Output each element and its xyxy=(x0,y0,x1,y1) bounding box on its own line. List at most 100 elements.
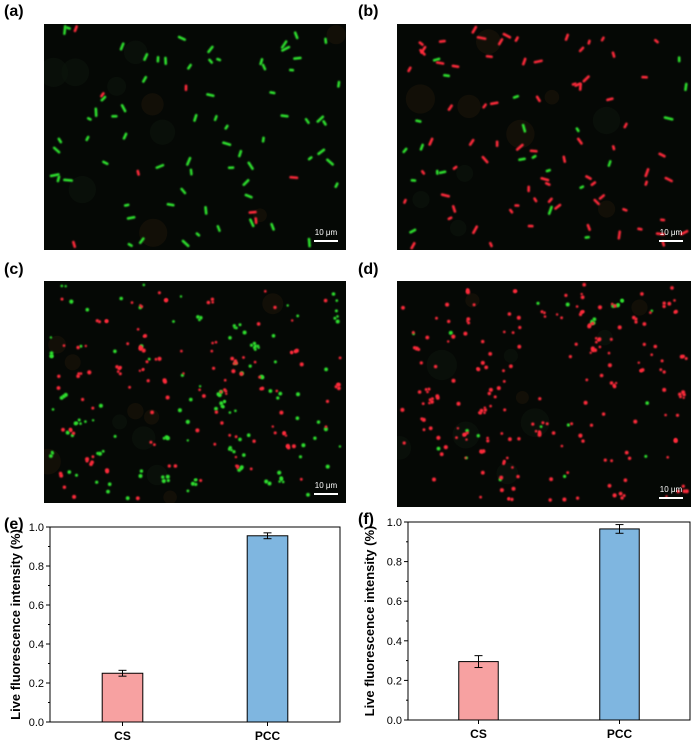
dead-cell xyxy=(284,434,288,437)
dead-cell xyxy=(582,282,586,287)
dead-cell xyxy=(514,289,518,293)
dead-cell xyxy=(433,364,438,369)
dead-cell xyxy=(451,205,457,213)
dead-cell xyxy=(617,230,622,240)
dead-cell xyxy=(402,441,406,445)
background-haze xyxy=(131,426,156,450)
dead-cell xyxy=(115,365,119,369)
panel-label-c: (c) xyxy=(4,261,24,278)
live-cell xyxy=(95,480,99,484)
dead-cell xyxy=(476,35,487,40)
dead-cell xyxy=(564,293,568,297)
live-cell xyxy=(219,401,224,406)
live-cell xyxy=(77,418,81,422)
dead-cell xyxy=(430,400,434,404)
dead-cell xyxy=(510,497,514,502)
live-cell xyxy=(63,178,73,182)
dead-cell xyxy=(581,310,585,314)
live-cell xyxy=(536,301,540,305)
dead-cell xyxy=(61,427,65,432)
live-cell xyxy=(684,82,688,92)
dead-cell xyxy=(585,175,592,181)
live-cell xyxy=(69,299,74,304)
live-cell xyxy=(120,104,127,113)
background-haze xyxy=(598,200,616,218)
dead-cell xyxy=(84,344,87,348)
background-haze xyxy=(139,218,168,247)
live-cell xyxy=(259,58,264,66)
y-tick-label: 0.4 xyxy=(387,636,402,648)
dead-cell xyxy=(503,330,506,334)
dead-cell xyxy=(163,380,167,384)
dead-cell xyxy=(275,389,279,393)
dead-cell xyxy=(118,372,122,376)
cells-c xyxy=(44,283,342,503)
dead-cell xyxy=(637,227,643,231)
dead-cell xyxy=(258,375,261,379)
live-cell xyxy=(271,334,276,338)
y-axis-title: Live fluorescence intensity (%) xyxy=(362,526,377,717)
dead-cell xyxy=(564,33,570,41)
background-haze xyxy=(107,76,127,96)
dead-cell xyxy=(508,437,512,442)
dead-cell xyxy=(675,413,680,417)
dead-cell xyxy=(428,401,431,405)
dead-cell xyxy=(451,334,456,339)
dead-cell xyxy=(664,176,673,183)
dead-cell xyxy=(576,137,583,145)
live-cell xyxy=(663,116,674,121)
dead-cell xyxy=(634,320,638,324)
live-cell xyxy=(531,154,537,159)
dead-cell xyxy=(527,185,531,193)
live-cell xyxy=(206,93,215,98)
dead-cell xyxy=(612,383,616,387)
dead-cell xyxy=(580,292,583,296)
dead-cell xyxy=(422,428,426,432)
dead-cell xyxy=(623,478,628,482)
live-cell xyxy=(264,479,269,484)
dead-cell xyxy=(555,313,559,316)
live-cell xyxy=(84,420,87,423)
dead-cell xyxy=(514,204,520,207)
live-cell xyxy=(51,408,55,411)
dead-cell xyxy=(184,84,188,92)
live-cell xyxy=(51,451,54,455)
dead-cell xyxy=(614,381,618,385)
live-cell xyxy=(443,73,450,78)
dead-cell xyxy=(195,428,200,433)
live-cell xyxy=(186,439,189,442)
y-tick-label: 1.0 xyxy=(29,522,44,534)
dead-cell xyxy=(259,387,263,391)
dead-cell xyxy=(463,331,468,336)
live-cell xyxy=(306,492,310,497)
dead-cell xyxy=(427,387,431,391)
dead-cell xyxy=(252,439,256,443)
dead-cell xyxy=(642,342,646,346)
dead-cell xyxy=(587,324,592,329)
dead-cell xyxy=(455,436,458,439)
dead-cell xyxy=(531,422,535,426)
dead-cell xyxy=(682,396,685,399)
bar-chart-f: 0.0 0.2 0.4 0.6 0.8 1.0 CS PCC Live fluorescence… xyxy=(354,510,700,741)
dead-cell xyxy=(141,348,146,353)
live-cell xyxy=(165,474,170,479)
dead-cell xyxy=(644,168,650,178)
live-cell xyxy=(56,175,61,183)
dead-cell xyxy=(289,175,299,180)
dead-cell xyxy=(165,395,170,400)
dead-cell xyxy=(496,386,501,391)
dead-cell xyxy=(607,483,612,488)
live-cell xyxy=(155,163,165,169)
dead-cell xyxy=(483,411,486,414)
live-cell xyxy=(91,419,95,422)
dead-cell xyxy=(419,361,423,365)
live-cell xyxy=(249,218,255,228)
dead-cell xyxy=(662,370,666,374)
live-cell xyxy=(195,232,201,237)
dead-cell xyxy=(230,356,235,361)
dead-cell xyxy=(480,470,485,475)
scale-bar-b: 10 μm xyxy=(659,228,683,244)
dead-cell xyxy=(606,97,614,102)
plot-frame xyxy=(407,521,691,721)
y-tick-label: 1.0 xyxy=(387,517,402,529)
